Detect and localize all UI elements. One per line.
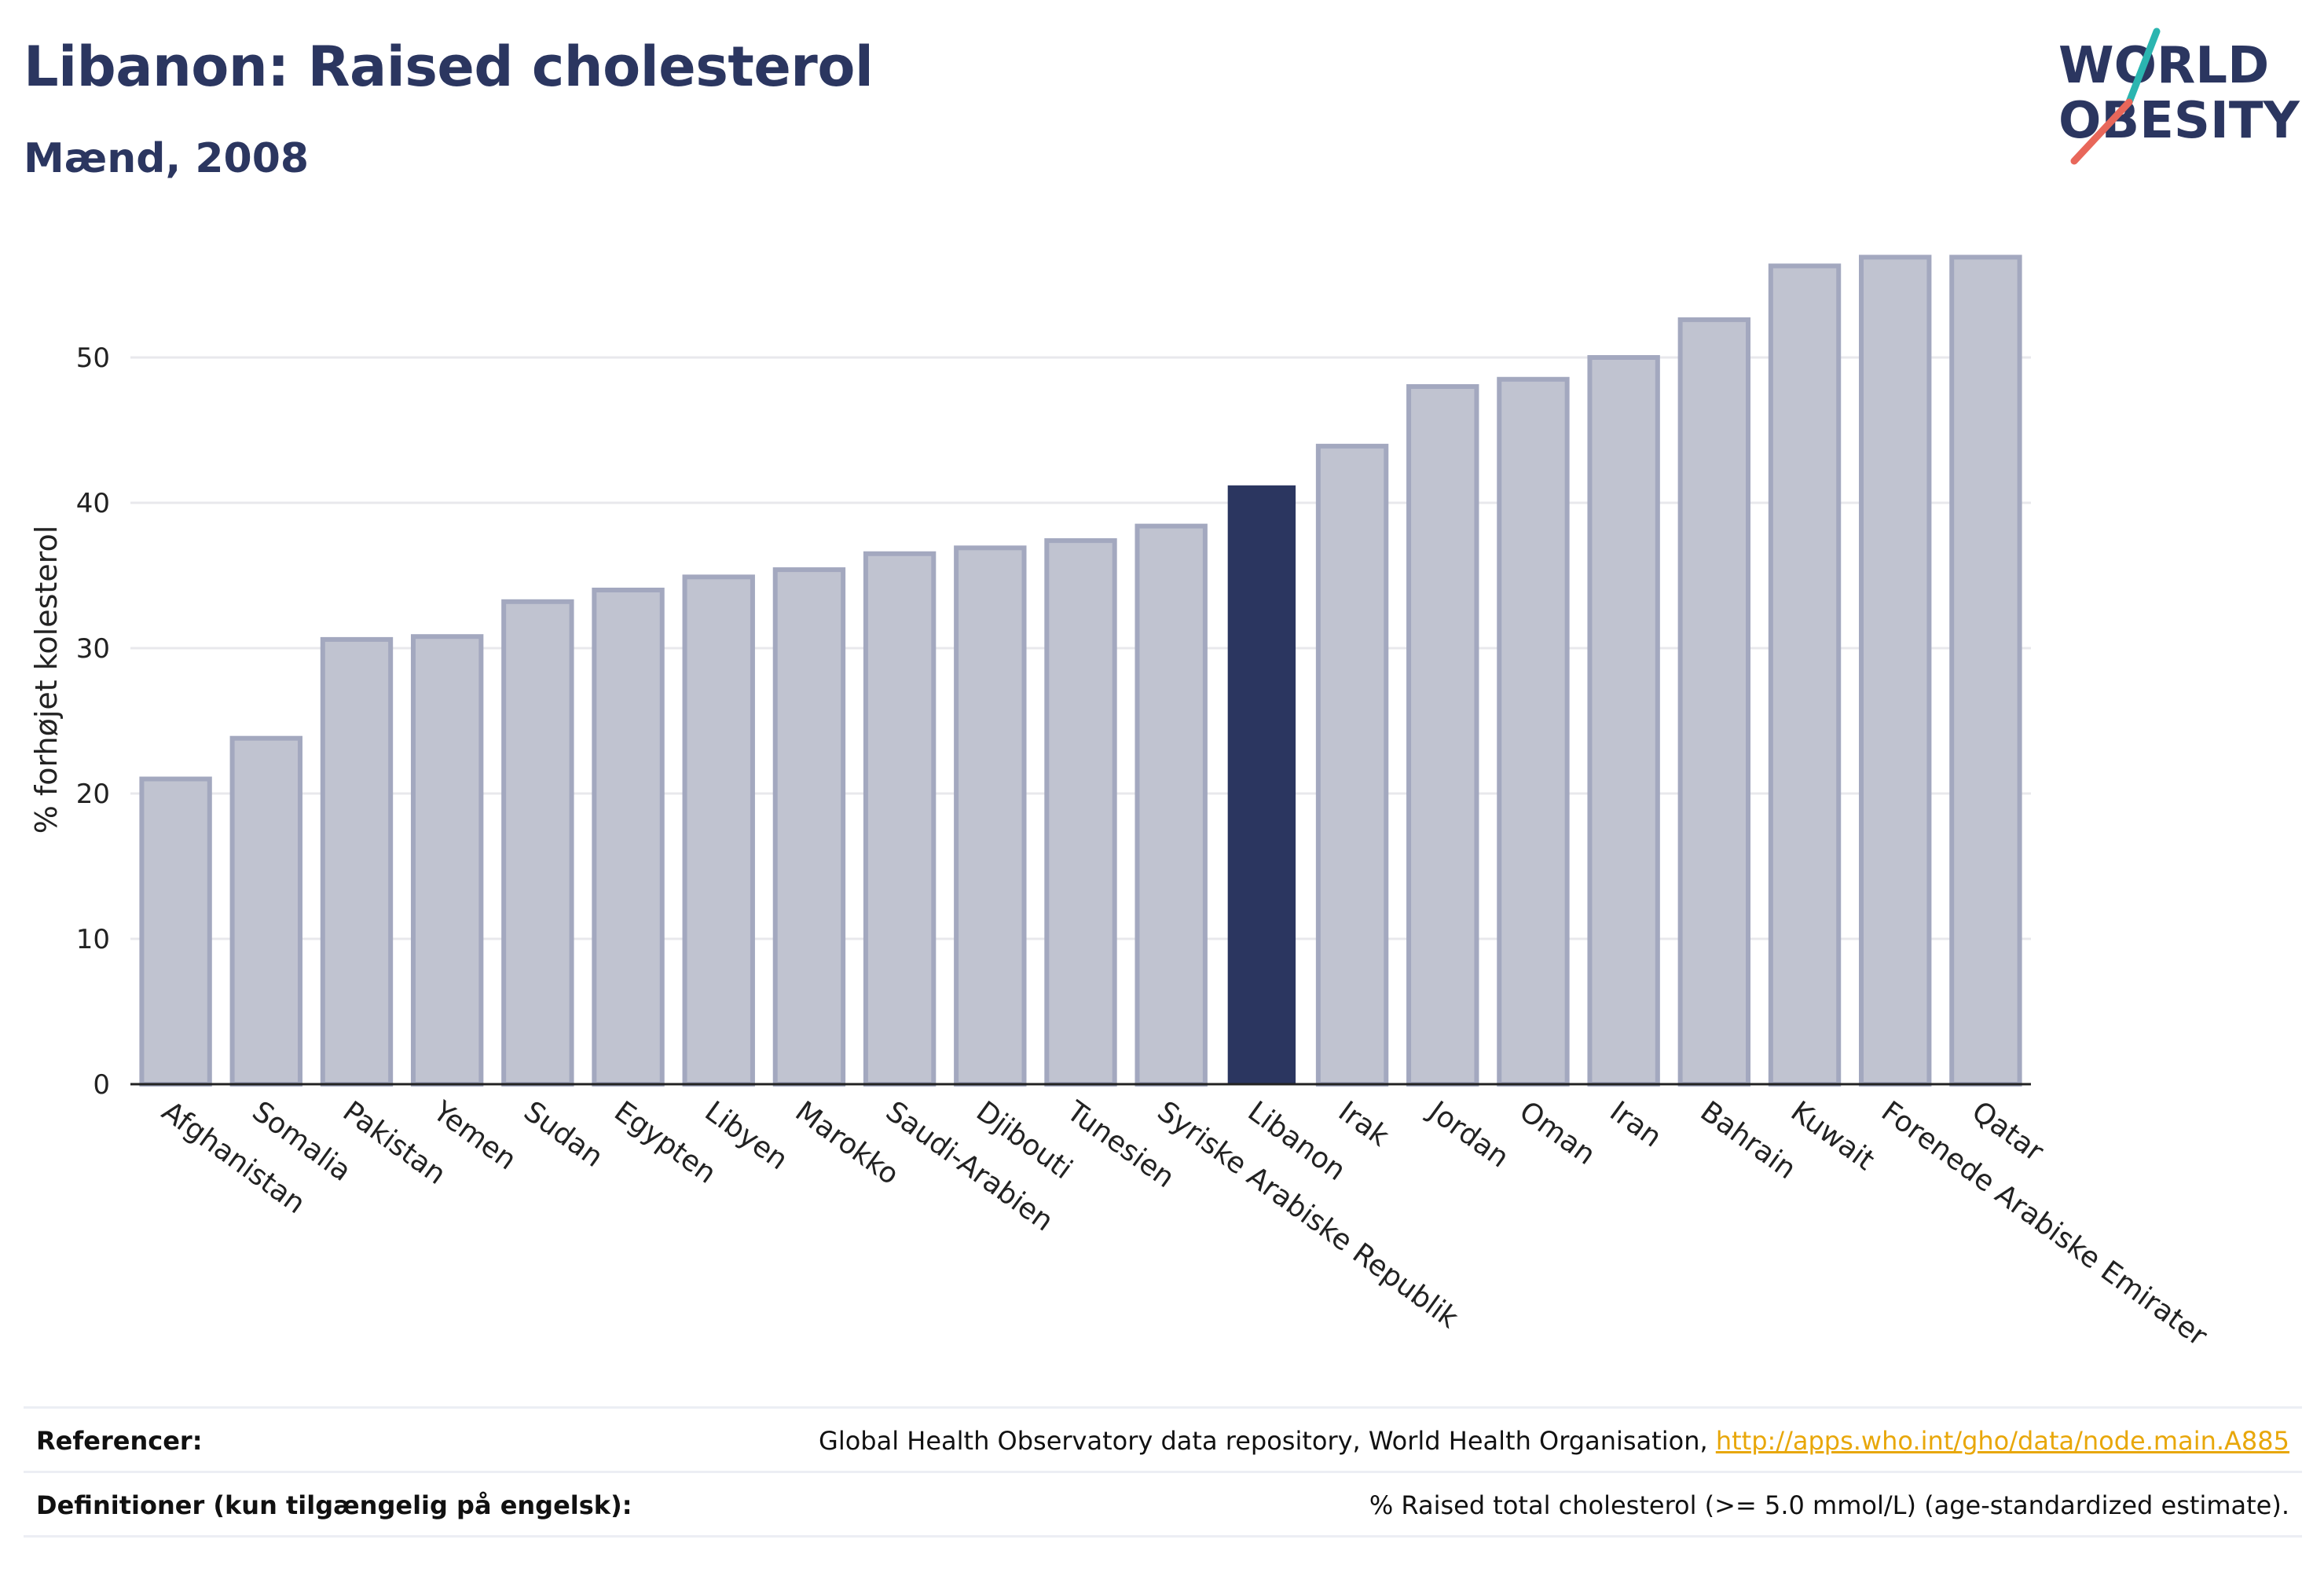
x-tick-label: Sudan: [518, 1095, 609, 1174]
x-tick-label: Forenede Arabiske Emirater: [1875, 1095, 2213, 1353]
bar: [1135, 523, 1208, 1087]
references-value: Global Health Observatory data repositor…: [819, 1426, 2289, 1456]
bar: [229, 735, 302, 1087]
logo-slash-teal: [2125, 27, 2161, 106]
bar: [772, 567, 846, 1087]
bar: [1677, 317, 1751, 1087]
logo-line1: WORLD: [2058, 37, 2269, 95]
bar: [1044, 538, 1117, 1087]
references-text: Global Health Observatory data repositor…: [819, 1426, 1716, 1456]
chart-subtitle: Mænd, 2008: [24, 135, 310, 182]
bar: [1949, 255, 2022, 1087]
x-tick-label: Iran: [1604, 1095, 1667, 1153]
x-tick-label: Irak: [1332, 1095, 1395, 1153]
bar: [954, 545, 1027, 1087]
y-tick-label: 0: [93, 1069, 110, 1101]
x-tick-label: Oman: [1513, 1095, 1601, 1171]
bar: [1227, 485, 1296, 1084]
references-label: Referencer:: [36, 1426, 203, 1456]
x-tick-label: Jordan: [1421, 1094, 1514, 1175]
y-tick-label: 10: [76, 924, 110, 955]
references-row: Referencer: Global Health Observatory da…: [24, 1406, 2302, 1473]
bar: [139, 776, 212, 1087]
bar: [501, 599, 574, 1087]
x-tick-label: Marokko: [790, 1095, 905, 1191]
bar: [592, 588, 665, 1087]
logo-slash-red: [2070, 98, 2133, 165]
references-link[interactable]: http://apps.who.int/gho/data/node.main.A…: [1715, 1426, 2289, 1456]
x-tick-label: Egypten: [608, 1095, 722, 1190]
bar: [1859, 255, 1932, 1087]
bar: [1315, 443, 1389, 1087]
bar: [1768, 263, 1842, 1087]
y-axis-label: % forhøjet kolesterol: [29, 526, 64, 834]
definitions-label: Definitioner (kun tilgængelig på engelsk…: [36, 1490, 632, 1520]
bar: [320, 636, 394, 1087]
bar: [682, 574, 755, 1087]
world-obesity-logo: WORLD OBESITY: [2058, 27, 2300, 165]
definitions-text: % Raised total cholesterol (>= 5.0 mmol/…: [1369, 1490, 2289, 1520]
x-tick-label: Saudi-Arabien: [880, 1095, 1059, 1237]
x-tick-label: Bahrain: [1695, 1095, 1802, 1186]
bar: [1497, 376, 1570, 1087]
bar: [863, 551, 937, 1087]
y-tick-label: 20: [76, 779, 110, 810]
definitions-row: Definitioner (kun tilgængelig på engelsk…: [24, 1471, 2302, 1538]
bar: [1587, 355, 1660, 1087]
logo-line2: OBESITY: [2058, 92, 2300, 150]
y-tick-label: 40: [76, 488, 110, 519]
x-tick-label: Pakistan: [337, 1095, 452, 1191]
chart-title: Libanon: Raised cholesterol: [24, 35, 874, 99]
x-tick-label: Kuwait: [1785, 1095, 1880, 1177]
y-tick-label: 30: [76, 633, 110, 665]
y-tick-label: 50: [76, 343, 110, 374]
footer-bottom-rule: [24, 1535, 2302, 1538]
bar: [410, 634, 484, 1087]
bar: [1406, 384, 1479, 1087]
